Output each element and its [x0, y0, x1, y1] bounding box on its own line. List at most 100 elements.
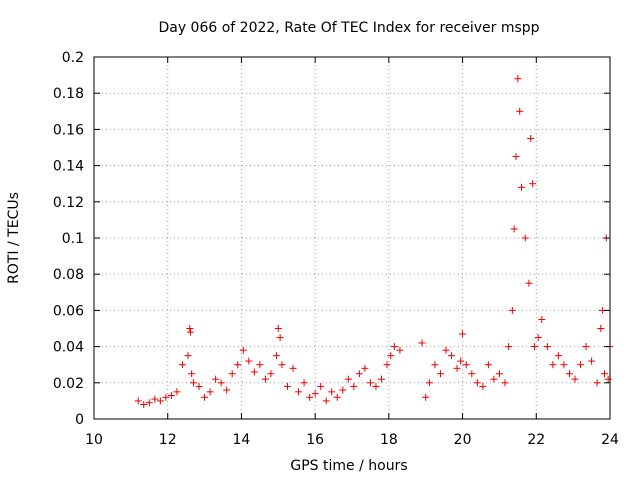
data-point: [597, 325, 605, 332]
data-point: [223, 386, 231, 394]
y-tick-label: 0.18: [53, 86, 84, 102]
data-point: [162, 393, 170, 401]
data-point: [289, 364, 297, 372]
data-point: [588, 357, 596, 365]
data-point: [422, 393, 430, 401]
data-point: [151, 395, 159, 403]
data-point: [239, 346, 247, 354]
x-axis-label: GPS time / hours: [290, 458, 407, 474]
data-point: [457, 357, 465, 365]
data-point: [383, 361, 391, 369]
data-point: [267, 370, 275, 378]
data-point: [527, 134, 535, 142]
y-tick-label: 0.02: [53, 376, 84, 392]
data-point: [549, 361, 557, 369]
data-point: [529, 180, 537, 188]
data-point: [333, 393, 341, 401]
data-point: [145, 399, 153, 407]
data-point: [484, 361, 492, 369]
data-point: [479, 382, 487, 390]
x-tick-label: 14: [233, 432, 251, 448]
data-point: [560, 361, 568, 369]
data-point: [276, 334, 284, 342]
data-point: [473, 379, 481, 387]
data-point: [554, 352, 562, 360]
data-point: [284, 382, 291, 390]
data-point: [344, 375, 352, 383]
data-point: [234, 361, 242, 369]
points-layer: [134, 75, 614, 409]
x-tick-label: 12: [159, 432, 177, 448]
data-point: [418, 339, 426, 347]
data-point: [462, 361, 470, 369]
data-point: [571, 375, 579, 383]
data-point: [538, 315, 546, 323]
data-point: [355, 370, 363, 378]
data-point: [600, 370, 608, 378]
data-point: [300, 379, 308, 387]
data-point: [372, 382, 380, 390]
data-point: [521, 234, 529, 242]
data-point: [543, 343, 551, 351]
data-point: [201, 393, 209, 401]
y-tick-label: 0.12: [53, 195, 84, 211]
y-tick-label: 0.16: [53, 122, 84, 138]
data-point: [436, 370, 444, 378]
data-point: [317, 382, 325, 390]
y-tick-label: 0: [75, 412, 84, 428]
data-point: [525, 279, 533, 287]
x-tick-label: 18: [380, 432, 398, 448]
data-point: [228, 370, 236, 378]
data-point: [425, 379, 433, 387]
data-point: [173, 388, 181, 396]
data-point: [350, 382, 358, 390]
x-tick-label: 24: [601, 432, 619, 448]
data-point: [396, 346, 404, 354]
ticks-layer: 10 12 14 16 18 20 22 24 0 0.02 0.04 0.06 0.08 0.1 0.12…: [53, 50, 619, 448]
y-tick-label: 0.14: [53, 159, 84, 175]
data-point: [448, 352, 456, 360]
data-point: [514, 75, 522, 83]
data-point: [140, 401, 148, 409]
data-point: [134, 397, 142, 405]
data-point: [339, 386, 347, 394]
x-tick-label: 16: [306, 432, 324, 448]
data-point: [512, 153, 520, 161]
data-point: [510, 225, 518, 233]
data-point: [593, 379, 601, 387]
data-point: [167, 391, 175, 399]
x-tick-label: 20: [454, 432, 472, 448]
data-point: [366, 379, 374, 387]
data-point: [195, 382, 203, 390]
data-point: [186, 325, 194, 332]
data-point: [577, 361, 585, 369]
data-point: [582, 343, 590, 351]
data-point: [453, 364, 461, 372]
data-point: [178, 361, 186, 369]
data-point: [278, 361, 286, 369]
y-tick-label: 0.04: [53, 340, 84, 356]
data-point: [188, 370, 196, 378]
data-point: [505, 343, 513, 351]
data-point: [495, 370, 503, 378]
data-point: [387, 352, 395, 360]
data-point: [245, 357, 253, 365]
data-point: [306, 393, 314, 401]
data-point: [361, 364, 369, 372]
data-point: [508, 306, 516, 314]
data-point: [274, 325, 282, 332]
data-point: [256, 361, 264, 369]
data-point: [604, 375, 612, 383]
data-point: [217, 379, 225, 387]
data-point: [311, 390, 319, 398]
data-point: [518, 183, 526, 191]
x-tick-label: 10: [85, 432, 103, 448]
data-point: [534, 334, 542, 342]
data-point: [212, 375, 220, 383]
data-point: [516, 107, 524, 115]
data-point: [187, 328, 195, 336]
y-tick-label: 0.06: [53, 303, 84, 319]
data-point: [295, 388, 303, 396]
